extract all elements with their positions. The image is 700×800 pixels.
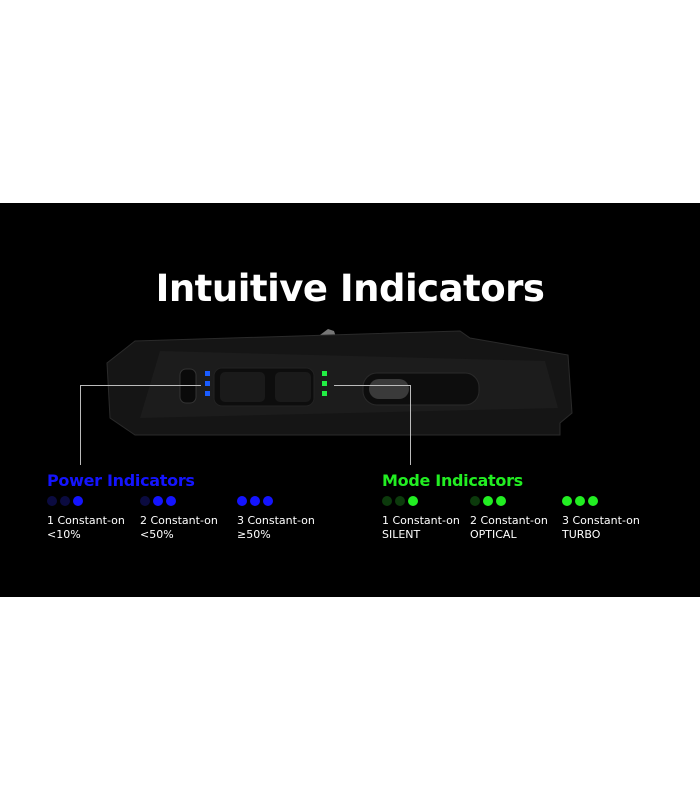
mode-item: 3 Constant-on TURBO: [562, 496, 640, 542]
mode-callout-line: [410, 385, 411, 465]
indicator-dot-lit: [575, 496, 585, 506]
mode-led: [322, 391, 327, 396]
indicator-dot-lit: [263, 496, 273, 506]
item-value: <50%: [140, 528, 174, 541]
power-callout-line: [80, 385, 81, 465]
indicator-dot-lit: [483, 496, 493, 506]
indicator-dot-lit: [588, 496, 598, 506]
item-label: 1 Constant-on: [382, 514, 460, 527]
indicator-dots: [237, 496, 315, 506]
indicator-dot-lit: [250, 496, 260, 506]
power-indicators-title: Power Indicators: [47, 471, 195, 490]
indicator-dot-lit: [562, 496, 572, 506]
item-label: 3 Constant-on: [562, 514, 640, 527]
power-item: 1 Constant-on <10%: [47, 496, 125, 542]
power-led: [205, 391, 210, 396]
item-label: 1 Constant-on: [47, 514, 125, 527]
item-value: ≥50%: [237, 528, 271, 541]
indicator-dot-lit: [408, 496, 418, 506]
power-item: 2 Constant-on <50%: [140, 496, 218, 542]
indicator-dot-off: [140, 496, 150, 506]
indicator-dot-off: [60, 496, 70, 506]
mode-callout-line: [334, 385, 410, 386]
indicator-dot-lit: [166, 496, 176, 506]
power-item: 3 Constant-on ≥50%: [237, 496, 315, 542]
indicator-dots: [382, 496, 460, 506]
item-value: SILENT: [382, 528, 421, 541]
item-value: OPTICAL: [470, 528, 517, 541]
indicator-dot-off: [470, 496, 480, 506]
mode-led: [322, 371, 327, 376]
item-label: 2 Constant-on: [140, 514, 218, 527]
indicator-dots: [562, 496, 640, 506]
product-banner: Intuitive Indicators Power Indicators Mo…: [0, 203, 700, 597]
power-led: [205, 371, 210, 376]
device-illustration: [106, 329, 573, 436]
indicator-dot-lit: [73, 496, 83, 506]
indicator-dot-off: [47, 496, 57, 506]
page-title: Intuitive Indicators: [155, 267, 545, 310]
item-label: 3 Constant-on: [237, 514, 315, 527]
item-value: TURBO: [562, 528, 601, 541]
power-led: [205, 381, 210, 386]
mode-item: 2 Constant-on OPTICAL: [470, 496, 548, 542]
indicator-dots: [470, 496, 548, 506]
mode-indicators-title: Mode Indicators: [382, 471, 523, 490]
item-value: <10%: [47, 528, 81, 541]
item-label: 2 Constant-on: [470, 514, 548, 527]
power-callout-line: [80, 385, 201, 386]
indicator-dots: [47, 496, 125, 506]
indicator-dot-off: [395, 496, 405, 506]
indicator-dot-lit: [237, 496, 247, 506]
indicator-dot-off: [382, 496, 392, 506]
mode-item: 1 Constant-on SILENT: [382, 496, 460, 542]
mode-led: [322, 381, 327, 386]
indicator-dots: [140, 496, 218, 506]
indicator-dot-lit: [153, 496, 163, 506]
indicator-dot-lit: [496, 496, 506, 506]
